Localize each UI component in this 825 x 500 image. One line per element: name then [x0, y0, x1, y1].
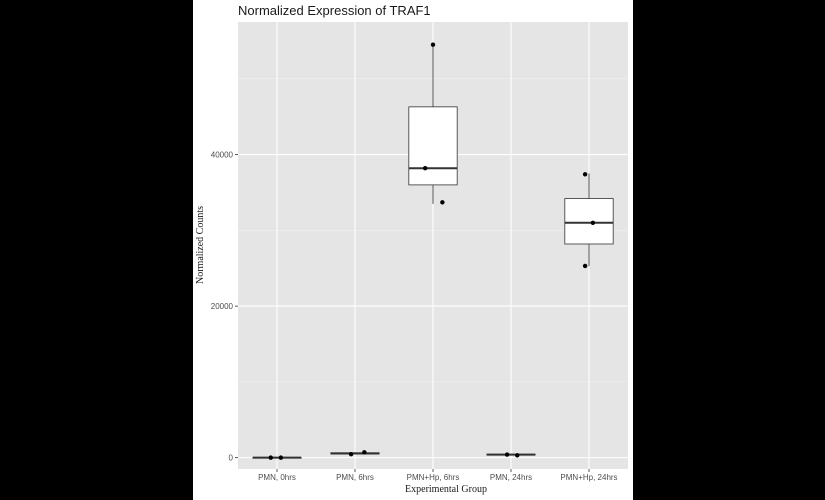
data-point [504, 452, 510, 457]
data-point [590, 220, 596, 225]
data-point [278, 455, 284, 460]
data-point [362, 450, 367, 455]
y-tick-label: 0 [229, 454, 234, 463]
data-point [515, 453, 520, 458]
data-point [268, 455, 273, 460]
y-tick-label: 40000 [211, 151, 234, 160]
data-point [440, 200, 445, 205]
chart-svg: Normalized Expression of TRAF1 0 20000 400… [195, 3, 628, 495]
y-tick-label: 20000 [211, 302, 234, 311]
box-body [564, 198, 614, 245]
data-point [423, 166, 428, 171]
data-point [582, 263, 588, 269]
data-point [348, 452, 354, 457]
x-tick-label: PMN, 6hrs [336, 473, 374, 482]
chart-figure: Normalized Expression of TRAF1 0 20000 400… [193, 0, 633, 500]
y-axis-label: Normalized Counts [195, 206, 206, 284]
x-tick-label: PMN+Hp, 24hrs [560, 473, 617, 482]
x-tick-label: PMN, 0hrs [258, 473, 296, 482]
box-body [408, 106, 458, 186]
data-point [582, 172, 588, 177]
plot-area: 0 20000 40000 PMN, 0hrs PMN, 6hrs PMN+Hp, 6hr… [211, 22, 628, 482]
chart-title: Normalized Expression of TRAF1 [238, 3, 431, 18]
x-axis-label: Experimental Group [405, 484, 487, 495]
data-point [430, 42, 436, 47]
x-tick-label: PMN, 24hrs [490, 473, 532, 482]
x-tick-label: PMN+Hp, 6hrs [407, 473, 460, 482]
